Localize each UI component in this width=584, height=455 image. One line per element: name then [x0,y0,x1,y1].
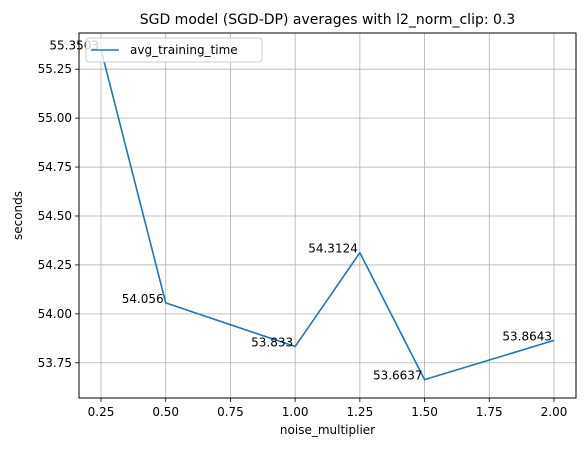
y-tick-label: 54.50 [38,209,72,223]
data-label: 53.833 [251,336,293,350]
y-tick-label: 53.75 [38,356,72,370]
x-tick-label: 1.75 [476,405,503,419]
y-tick-label: 54.25 [38,258,72,272]
x-tick-label: 1.25 [346,405,373,419]
x-tick-label: 1.50 [411,405,438,419]
x-tick-label: 0.25 [88,405,115,419]
x-tick-label: 0.50 [152,405,179,419]
x-axis-label: noise_multiplier [280,423,375,437]
data-label: 53.8643 [502,329,552,343]
y-tick-label: 55.00 [38,111,72,125]
y-tick-label: 54.00 [38,307,72,321]
legend: avg_training_time [86,38,262,62]
data-label: 54.3124 [308,242,358,256]
series-layer [101,50,554,380]
chart-title: SGD model (SGD-DP) averages with l2_norm… [140,12,516,28]
series-line-avg-training-time [101,50,554,380]
x-tick-label: 1.00 [282,405,309,419]
y-tick-label: 55.25 [38,62,72,76]
data-label: 54.056 [122,292,164,306]
x-tick-label: 2.00 [541,405,568,419]
legend-label-avg-training-time: avg_training_time [130,43,238,57]
y-axis-label: seconds [11,191,25,240]
data-label: 53.6637 [373,369,423,383]
x-tick-label: 0.75 [217,405,244,419]
y-tick-label: 54.75 [38,160,72,174]
